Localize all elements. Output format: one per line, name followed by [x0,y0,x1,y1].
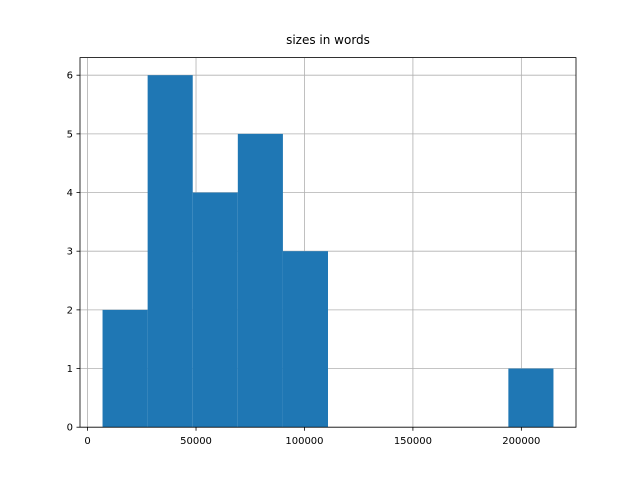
bar [102,309,148,428]
x-tick-label: 100000 [285,436,323,447]
bar [192,192,238,428]
y-tick-label: 4 [67,188,73,199]
y-tick-label: 2 [67,305,73,316]
bar [282,251,328,428]
bar [147,75,193,428]
y-tick-label: 3 [67,247,73,258]
y-tick-label: 1 [67,364,73,375]
x-tick-label: 200000 [502,436,540,447]
bar [237,133,283,428]
y-tick-label: 0 [67,423,73,434]
plot-frame [79,57,577,428]
y-tick-label: 5 [67,129,73,140]
chart-title: sizes in words [286,33,370,47]
x-tick-label: 0 [84,436,90,447]
bar [508,368,554,428]
x-tick-label: 50000 [180,436,212,447]
x-tick-label: 150000 [394,436,432,447]
y-tick-label: 6 [67,71,73,82]
